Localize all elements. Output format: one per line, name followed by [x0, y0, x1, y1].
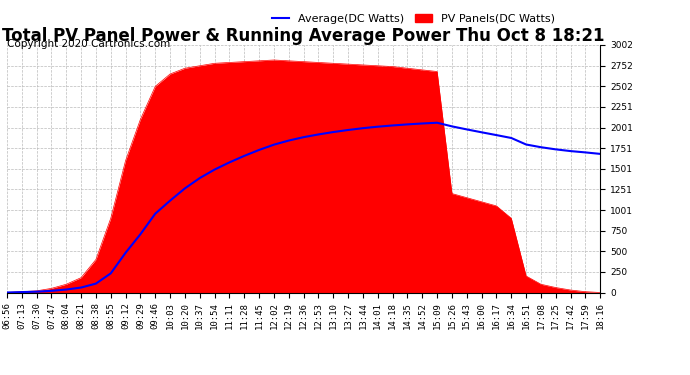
Legend: Average(DC Watts), PV Panels(DC Watts): Average(DC Watts), PV Panels(DC Watts) — [268, 9, 559, 28]
Text: Copyright 2020 Cartronics.com: Copyright 2020 Cartronics.com — [7, 39, 170, 50]
Title: Total PV Panel Power & Running Average Power Thu Oct 8 18:21: Total PV Panel Power & Running Average P… — [2, 27, 605, 45]
